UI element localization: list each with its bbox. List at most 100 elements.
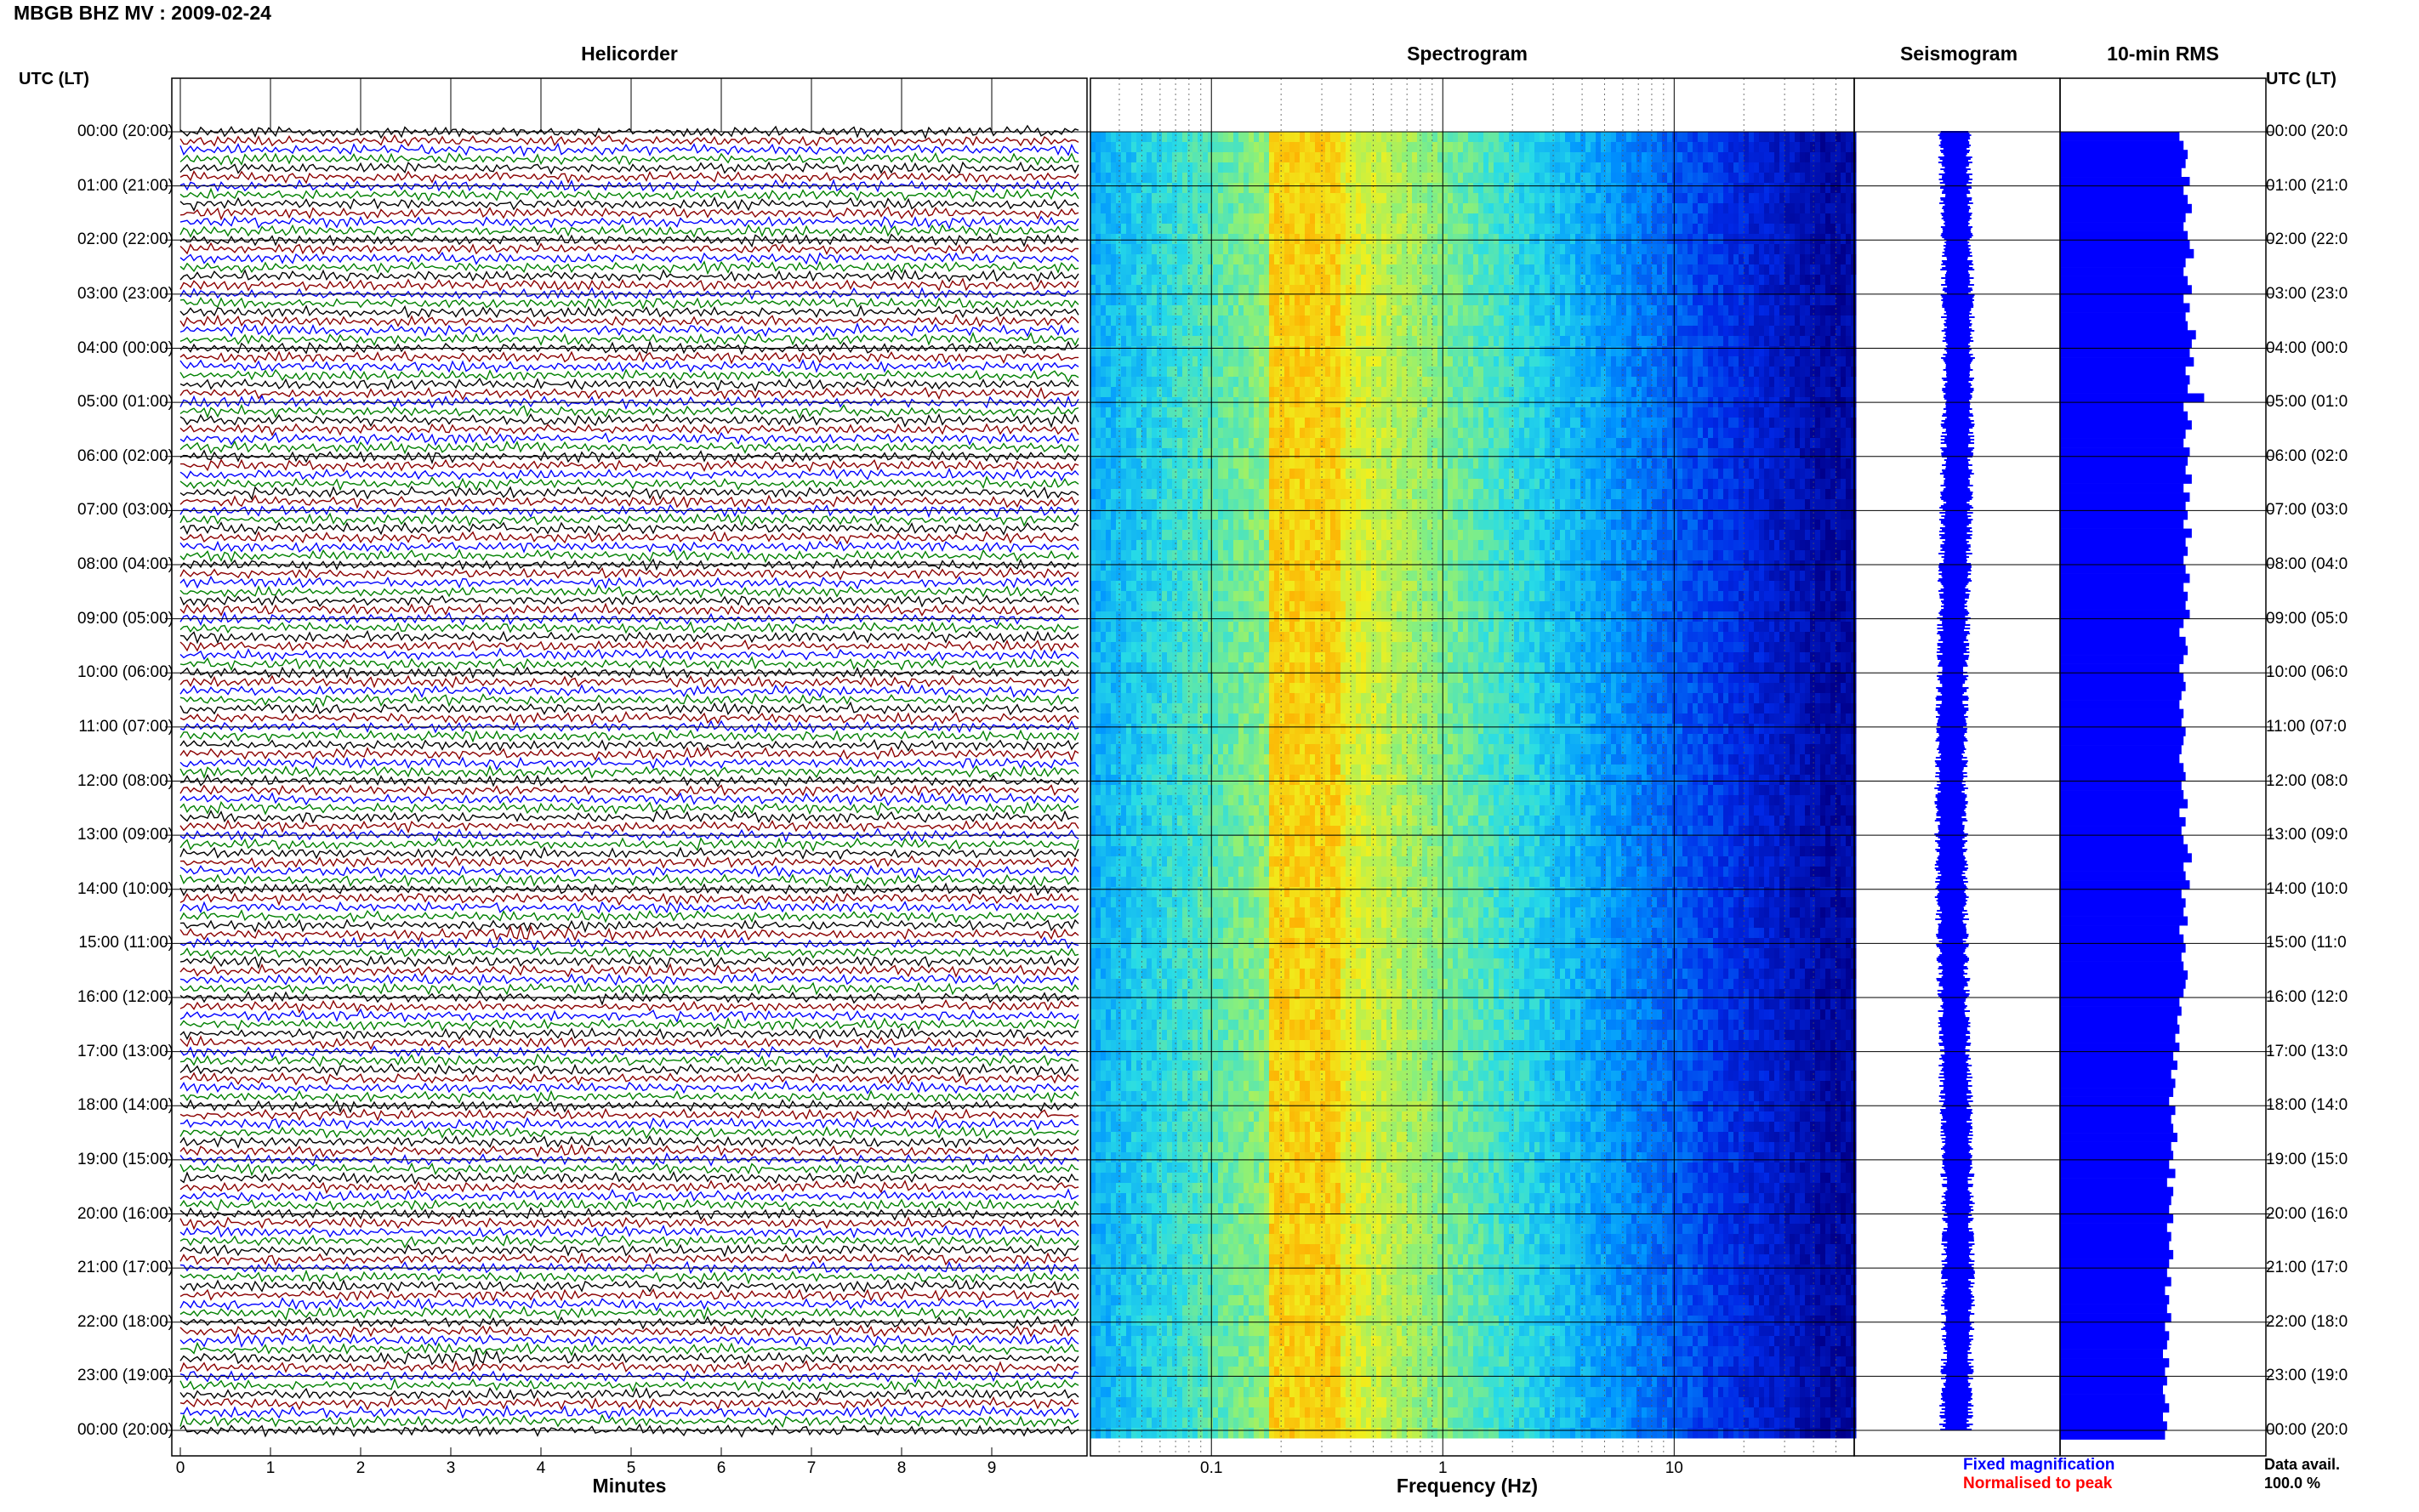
spectrogram-cell xyxy=(1825,244,1831,255)
spectrogram-cell xyxy=(1187,418,1193,429)
helicorder-trace xyxy=(179,901,1079,914)
spectrogram-cell xyxy=(1688,346,1693,357)
spectrogram-cell xyxy=(1473,152,1479,163)
spectrogram-cell xyxy=(1432,387,1438,398)
spectrogram-cell xyxy=(1366,244,1372,255)
spectrogram-cell xyxy=(1688,275,1693,286)
spectrogram-cell xyxy=(1096,234,1101,245)
spectrogram-cell xyxy=(1126,193,1132,204)
spectrogram-cell xyxy=(1213,193,1219,204)
spectrogram-cell xyxy=(1749,428,1755,439)
spectrogram-cell xyxy=(1402,173,1408,184)
spectrogram-cell xyxy=(1677,356,1683,367)
spectrogram-cell xyxy=(1800,132,1806,143)
spectrogram-cell xyxy=(1223,448,1229,459)
spectrogram-cell xyxy=(1529,295,1535,306)
spectrogram-cell xyxy=(1340,448,1346,459)
spectrogram-cell xyxy=(1708,326,1714,337)
spectrogram-cell xyxy=(1121,346,1127,357)
spectrogram-cell xyxy=(1244,152,1249,163)
spectrogram-cell xyxy=(1356,295,1362,306)
spectrogram-cell xyxy=(1524,142,1530,153)
spectrogram-cell xyxy=(1606,183,1612,194)
spectrogram-cell xyxy=(1575,367,1581,378)
spectrogram-cell xyxy=(1555,264,1561,276)
spectrogram-cell xyxy=(1733,356,1739,367)
spectrogram-cell xyxy=(1427,305,1433,316)
spectrogram-cell xyxy=(1830,275,1836,286)
spectrogram-cell xyxy=(1621,315,1627,327)
spectrogram-cell xyxy=(1739,213,1745,225)
spectrogram-cell xyxy=(1570,213,1576,225)
spectrogram-cell xyxy=(1657,418,1663,429)
spectrogram-cell xyxy=(1652,193,1658,204)
spectrogram-cell xyxy=(1386,244,1392,255)
spectrogram-cell xyxy=(1366,407,1372,418)
spectrogram-cell xyxy=(1259,162,1265,173)
spectrogram-cell xyxy=(1473,162,1479,173)
spectrogram-cell xyxy=(1524,407,1530,418)
spectrogram-cell xyxy=(1289,407,1295,418)
spectrogram-cell xyxy=(1131,336,1137,347)
spectrogram-cell xyxy=(1116,295,1122,306)
spectrogram-cell xyxy=(1555,438,1561,449)
helicorder-trace xyxy=(179,1215,1079,1231)
spectrogram-cell xyxy=(1550,407,1556,418)
spectrogram-cell xyxy=(1340,183,1346,194)
spectrogram-cell xyxy=(1550,162,1556,173)
spectrogram-cell xyxy=(1351,407,1357,418)
spectrogram-cell xyxy=(1203,275,1209,286)
spectrogram-cell xyxy=(1422,387,1428,398)
spectrogram-cell xyxy=(1744,264,1750,276)
spectrogram-cell xyxy=(1524,224,1530,235)
spectrogram-cell xyxy=(1759,285,1765,296)
spectrogram-cell xyxy=(1157,152,1163,163)
spectrogram-cell xyxy=(1534,213,1540,225)
spectrogram-cell xyxy=(1218,173,1224,184)
spectrogram-cell xyxy=(1825,346,1831,357)
spectrogram-cell xyxy=(1096,142,1101,153)
spectrogram-cell xyxy=(1412,387,1418,398)
spectrogram-cell xyxy=(1126,244,1132,255)
spectrogram-cell xyxy=(1167,264,1173,276)
spectrogram-cell xyxy=(1361,315,1367,327)
spectrogram-cell xyxy=(1192,367,1198,378)
helicorder-trace xyxy=(179,584,1079,599)
spectrogram-cell xyxy=(1407,275,1413,286)
helicorder-trace xyxy=(179,1305,1079,1322)
spectrogram-cell xyxy=(1642,264,1648,276)
spectrogram-cell xyxy=(1198,224,1204,235)
spectrogram-cell xyxy=(1208,142,1214,153)
spectrogram-cell xyxy=(1386,377,1392,388)
spectrogram-cell xyxy=(1682,132,1688,143)
spectrogram-cell xyxy=(1397,254,1403,265)
spectrogram-cell xyxy=(1259,336,1265,347)
spectrogram-cell xyxy=(1749,173,1755,184)
spectrogram-cell xyxy=(1570,305,1576,316)
spectrogram-cell xyxy=(1636,275,1642,286)
spectrogram-cell xyxy=(1305,295,1311,306)
spectrogram-cell xyxy=(1636,356,1642,367)
spectrogram-cell xyxy=(1580,142,1586,153)
spectrogram-cell xyxy=(1198,193,1204,204)
spectrogram-cell xyxy=(1545,152,1551,163)
spectrogram-cell xyxy=(1636,418,1642,429)
spectrogram-cell xyxy=(1555,418,1561,429)
spectrogram-cell xyxy=(1116,336,1122,347)
spectrogram-cell xyxy=(1152,152,1158,163)
spectrogram-cell xyxy=(1402,234,1408,245)
spectrogram-cell xyxy=(1366,162,1372,173)
spectrogram-cell xyxy=(1356,356,1362,367)
spectrogram-cell xyxy=(1647,173,1653,184)
spectrogram-cell xyxy=(1412,305,1418,316)
spectrogram-cell xyxy=(1162,285,1168,296)
spectrogram-cell xyxy=(1443,336,1449,347)
spectrogram-cell xyxy=(1289,448,1295,459)
spectrogram-cell xyxy=(1764,193,1770,204)
spectrogram-cell xyxy=(1754,224,1760,235)
spectrogram-cell xyxy=(1198,407,1204,418)
spectrogram-cell xyxy=(1718,173,1724,184)
spectrogram-cell xyxy=(1228,183,1234,194)
spectrogram-cell xyxy=(1412,183,1418,194)
spectrogram-cell xyxy=(1550,142,1556,153)
